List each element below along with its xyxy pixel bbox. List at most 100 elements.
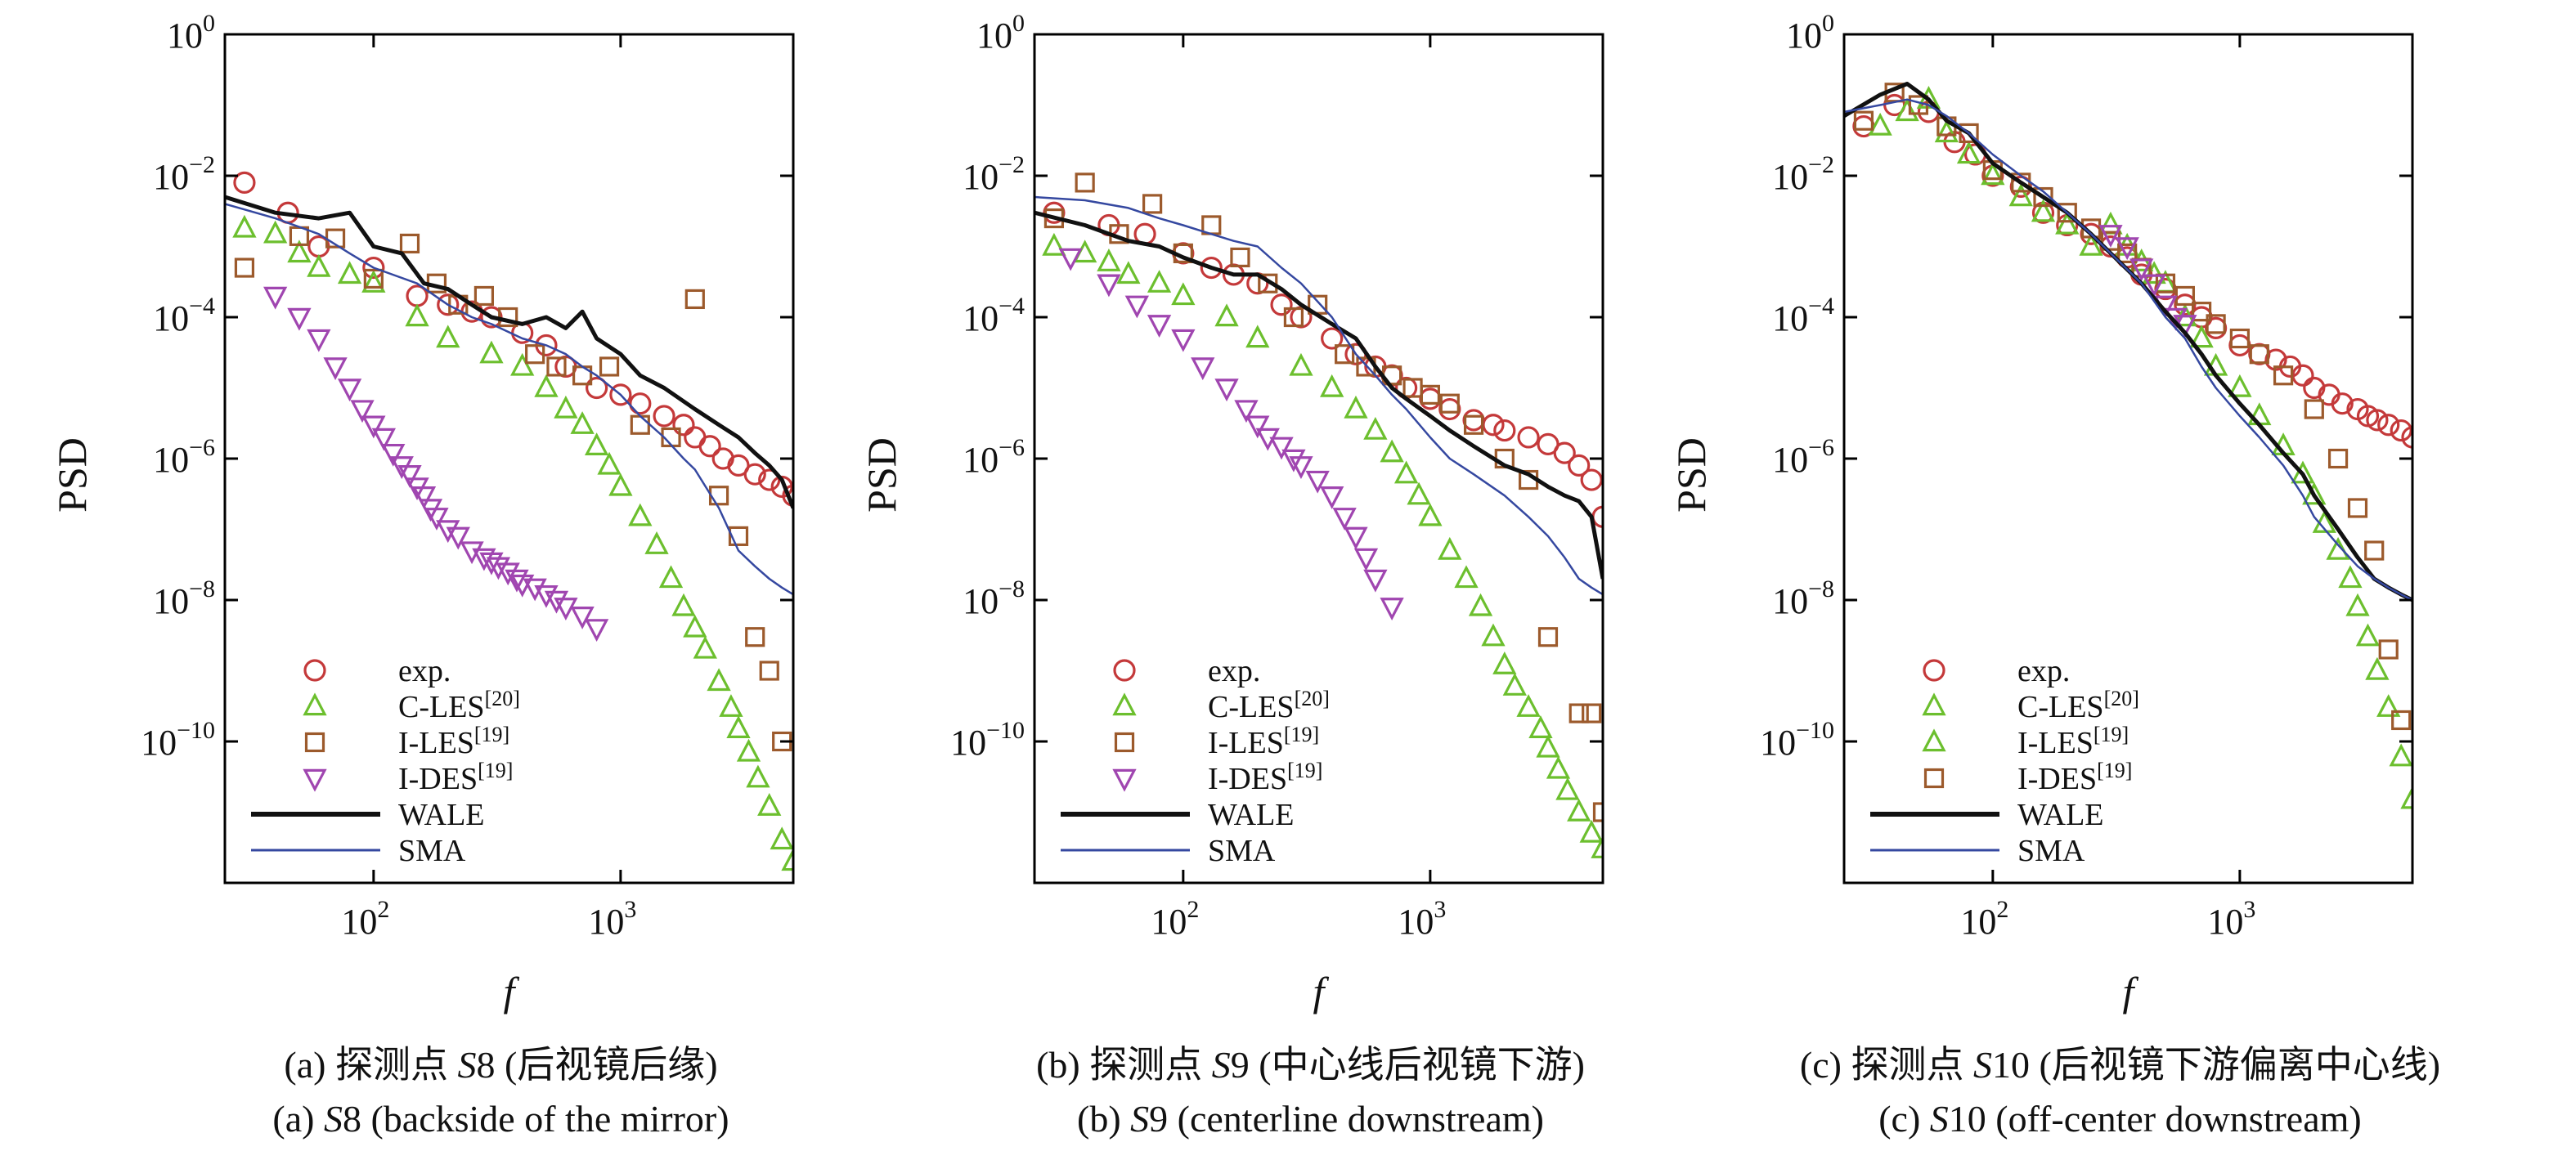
point-c_les bbox=[1245, 325, 1270, 348]
point-c_les bbox=[1042, 232, 1066, 256]
point-i_les bbox=[546, 356, 567, 377]
point-c_les bbox=[436, 325, 460, 348]
point-i_des bbox=[505, 569, 529, 593]
point-exp bbox=[1321, 327, 1344, 350]
point-c_les bbox=[1516, 694, 1541, 717]
y-tick-label: 10−8 bbox=[963, 576, 1025, 621]
line-sma bbox=[225, 203, 793, 596]
point-c_les bbox=[510, 352, 535, 376]
caption-cn: (c) 探测点 S10 (后视镜下游偏离中心线) bbox=[1800, 1044, 2440, 1086]
plot-frame bbox=[223, 33, 795, 885]
caption-cn: (b) 探测点 S9 (中心线后视镜下游) bbox=[1036, 1044, 1585, 1086]
point-i_les bbox=[745, 627, 765, 647]
point-i_des_extra bbox=[2129, 258, 2154, 282]
point-i_des bbox=[1269, 437, 1294, 460]
point-c_les bbox=[307, 253, 331, 277]
series-exp bbox=[233, 171, 793, 507]
point-i_des bbox=[446, 526, 470, 550]
point-c_les bbox=[1214, 303, 1239, 327]
point-exp bbox=[1493, 419, 1516, 442]
point-i_des bbox=[1320, 486, 1344, 509]
point-i_des bbox=[2327, 448, 2349, 469]
point-i_des bbox=[1191, 357, 1215, 381]
point-i_les bbox=[1335, 344, 1355, 365]
point-c_les bbox=[736, 738, 761, 762]
series-c_les bbox=[1042, 232, 1603, 858]
point-i_des bbox=[1353, 548, 1379, 571]
x-tick-label: 102 bbox=[1960, 896, 2008, 942]
line-wale bbox=[225, 195, 793, 509]
series-i_des bbox=[1058, 248, 1404, 621]
point-i_des bbox=[287, 307, 312, 331]
point-i_les bbox=[473, 285, 495, 307]
legend-label-i_les: I-LES[19] bbox=[1208, 723, 1319, 760]
line-sma bbox=[1844, 98, 2412, 602]
point-c_les bbox=[263, 220, 288, 244]
y-tick-label: 10−10 bbox=[950, 717, 1025, 763]
point-i_les bbox=[630, 414, 650, 435]
point-i_les bbox=[1258, 273, 1278, 293]
point-i_des bbox=[544, 590, 569, 614]
point-i_les bbox=[728, 526, 749, 546]
point-i_des bbox=[411, 486, 437, 509]
point-c_les bbox=[534, 374, 559, 397]
point-i_des bbox=[2364, 540, 2385, 561]
point-i_des bbox=[523, 578, 547, 602]
point-exp bbox=[672, 414, 695, 437]
x-axis-label: f bbox=[504, 969, 520, 1014]
point-i_les bbox=[234, 258, 255, 278]
point-c_les bbox=[1868, 112, 1892, 136]
point-i_les bbox=[1142, 194, 1163, 214]
point-exp bbox=[698, 435, 721, 458]
y-tick-label: 10−10 bbox=[1760, 717, 1834, 763]
point-exp bbox=[2331, 392, 2354, 415]
legend-label-i_les: I-LES[19] bbox=[2017, 723, 2129, 760]
point-i_des bbox=[1281, 449, 1306, 472]
point-i_les bbox=[363, 268, 384, 289]
legend-label-wale: WALE bbox=[1208, 798, 1295, 832]
point-c_les bbox=[287, 240, 312, 263]
point-i_des bbox=[2057, 203, 2077, 223]
legend-label-wale: WALE bbox=[2017, 798, 2104, 832]
plot-frame bbox=[1842, 33, 2414, 885]
point-exp bbox=[1419, 387, 1442, 410]
point-c_les bbox=[1567, 798, 1591, 822]
point-c_les bbox=[707, 668, 731, 692]
legend-label-c_les: C-LES[20] bbox=[398, 687, 520, 724]
legend-swatch-c_les bbox=[1112, 692, 1137, 716]
point-i_des bbox=[554, 598, 578, 621]
point-c_les bbox=[1579, 819, 1603, 843]
legend-swatch-i_des bbox=[303, 768, 327, 792]
point-i_des bbox=[2249, 344, 2269, 365]
point-c_les bbox=[746, 764, 770, 788]
point-c_les bbox=[1481, 623, 1506, 647]
point-exp bbox=[480, 306, 503, 329]
point-c_les bbox=[671, 593, 696, 616]
plot-area bbox=[225, 171, 793, 871]
point-c_les bbox=[1934, 119, 1959, 143]
point-c_les bbox=[1546, 755, 1571, 779]
point-i_les bbox=[1592, 802, 1603, 822]
point-i_des bbox=[2206, 314, 2226, 334]
y-axis-label: PSD bbox=[1668, 437, 1714, 513]
point-i_des bbox=[496, 562, 520, 586]
point-i_des bbox=[436, 520, 460, 544]
point-c_les bbox=[1344, 395, 1368, 419]
point-c_les bbox=[2008, 183, 2033, 207]
series-i_des bbox=[1853, 83, 2412, 731]
line-wale bbox=[1844, 82, 2412, 602]
point-exp bbox=[1568, 454, 1591, 477]
point-c_les bbox=[1380, 439, 1404, 463]
point-c_les bbox=[2189, 325, 2214, 348]
point-i_des bbox=[361, 415, 386, 439]
point-exp bbox=[1482, 414, 1505, 437]
point-i_des bbox=[534, 584, 559, 608]
y-tick-label: 10−4 bbox=[1772, 293, 1834, 338]
point-i_les bbox=[1582, 703, 1602, 723]
y-tick-label: 10−2 bbox=[153, 151, 215, 197]
point-exp bbox=[2377, 414, 2400, 437]
legend-swatch-c_les bbox=[303, 692, 327, 716]
point-i_des bbox=[1124, 295, 1149, 319]
